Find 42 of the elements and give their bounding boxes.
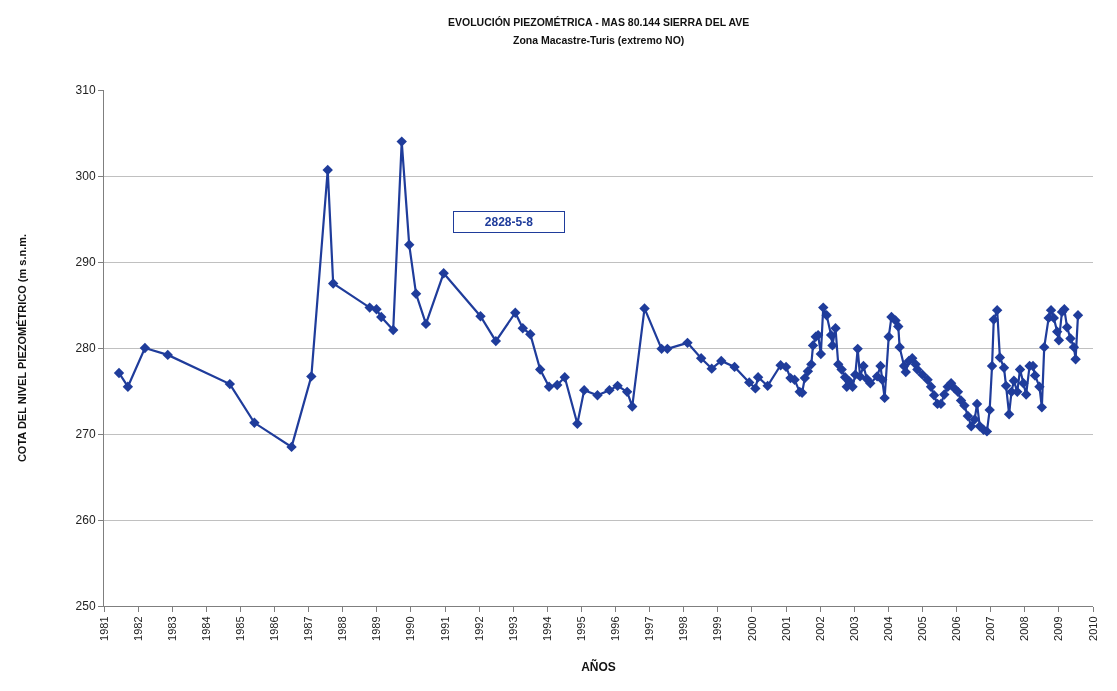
x-tick-label: 1988	[336, 616, 349, 641]
x-tick-label: 1995	[575, 616, 588, 641]
x-tick-label: 2005	[916, 616, 929, 641]
text: 2828-5-8	[484, 215, 534, 229]
x-tick-label: 2007	[984, 616, 997, 641]
x-axis-title: AÑOS	[581, 658, 616, 674]
x-tick-label: 1986	[268, 616, 281, 641]
x-tick-label: 1991	[438, 616, 451, 641]
y-tick-label: 280	[75, 341, 96, 356]
x-tick-label: 1985	[233, 616, 246, 641]
y-tick-label: 270	[75, 427, 96, 442]
chart-subtitle: Zona Macastre-Turis (extremo NO)	[513, 34, 685, 46]
x-tick-label: 1994	[540, 616, 553, 641]
x-tick-label: 1996	[609, 616, 622, 641]
x-tick-label: 2010	[1086, 616, 1099, 641]
x-tick-label: 1992	[472, 616, 485, 641]
x-tick-label: 2006	[950, 616, 963, 641]
x-tick-label: 1983	[165, 616, 178, 641]
y-axis-title: COTA DEL NIVEL PIEZOMÉTRICO (m s.n.m.	[16, 233, 29, 463]
x-tick-label: 1987	[302, 616, 315, 641]
x-tick-label: 2001	[779, 616, 792, 641]
x-tick-label: 2009	[1052, 616, 1065, 641]
x-tick-label: 2003	[847, 616, 860, 641]
y-tick-label: 250	[75, 599, 96, 614]
y-tick-label: 260	[75, 513, 96, 528]
x-tick-label: 1989	[370, 616, 383, 641]
x-tick-label: 2008	[1018, 616, 1031, 641]
x-tick-label: 2000	[745, 616, 758, 641]
x-tick-label: 1990	[404, 616, 417, 641]
y-tick-label: 300	[75, 169, 96, 184]
x-tick-label: 2004	[881, 616, 894, 641]
x-tick-label: 2002	[813, 616, 826, 641]
x-tick-label: 1997	[643, 616, 656, 641]
chart-title: EVOLUCIÓN PIEZOMÉTRICA - MAS 80.144 SIERRA DEL AVE	[448, 16, 750, 28]
x-tick-label: 1984	[199, 616, 212, 641]
x-tick-label: 1981	[97, 616, 110, 641]
y-tick-label: 310	[75, 83, 96, 98]
x-tick-label: 1999	[711, 616, 724, 641]
x-tick-label: 1998	[677, 616, 690, 641]
x-tick-label: 1993	[506, 616, 519, 641]
y-tick-label: 290	[75, 255, 96, 270]
x-tick-label: 1982	[131, 616, 144, 641]
